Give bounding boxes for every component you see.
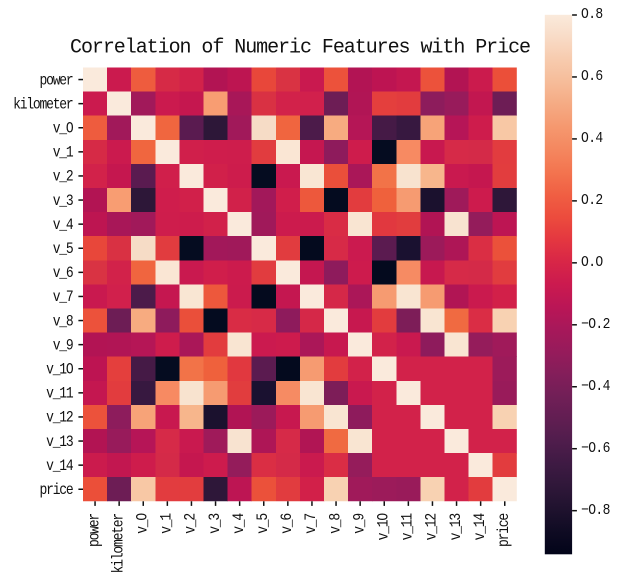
svg-text:−O.4: −O.4 [581,378,610,395]
svg-text:v_11: v_11 [46,386,73,403]
svg-text:O.2: O.2 [581,192,603,209]
svg-text:price: price [496,513,513,547]
svg-text:v_2: v_2 [183,513,200,533]
svg-text:v_1O: v_1O [376,513,393,540]
svg-text:v_9: v_9 [351,513,368,533]
svg-text:−O.8: −O.8 [581,502,610,519]
svg-text:v_O: v_O [135,513,152,533]
svg-text:v_4: v_4 [231,513,248,533]
svg-text:−O.6: −O.6 [581,440,610,457]
svg-text:power: power [40,72,74,89]
svg-text:v_8: v_8 [53,313,73,330]
svg-text:v_1: v_1 [159,513,176,533]
svg-text:O.8: O.8 [581,6,603,23]
svg-text:v_O: v_O [53,121,73,138]
svg-text:v_8: v_8 [327,513,344,533]
svg-text:v_5: v_5 [255,513,272,533]
svg-text:v_1O: v_1O [46,362,73,379]
svg-text:kilometer: kilometer [13,96,73,113]
svg-text:O.O: O.O [581,254,603,271]
svg-text:O.6: O.6 [581,68,603,85]
svg-text:O.4: O.4 [581,130,603,147]
svg-text:v_14: v_14 [46,458,73,475]
svg-text:v_14: v_14 [472,513,489,540]
svg-text:v_3: v_3 [207,513,224,533]
svg-text:v_11: v_11 [400,513,417,540]
svg-text:v_9: v_9 [53,337,73,354]
svg-text:v_7: v_7 [303,513,320,533]
svg-text:v_12: v_12 [46,410,73,427]
svg-text:v_13: v_13 [46,434,73,451]
svg-text:price: price [40,482,74,499]
svg-text:Correlation of Numeric Feature: Correlation of Numeric Features with Pri… [70,37,530,60]
svg-text:v_7: v_7 [53,289,73,306]
svg-text:v_4: v_4 [53,217,73,234]
svg-text:v_5: v_5 [53,241,73,258]
svg-text:v_13: v_13 [448,513,465,540]
svg-text:v_3: v_3 [53,193,73,210]
svg-text:kilometer: kilometer [110,513,127,573]
svg-text:power: power [86,513,103,547]
svg-text:v_12: v_12 [424,513,441,540]
svg-text:v_6: v_6 [279,513,296,533]
svg-text:v_6: v_6 [53,265,73,282]
svg-text:v_2: v_2 [53,169,73,186]
svg-text:−O.2: −O.2 [581,316,610,333]
svg-text:v_1: v_1 [53,145,73,162]
